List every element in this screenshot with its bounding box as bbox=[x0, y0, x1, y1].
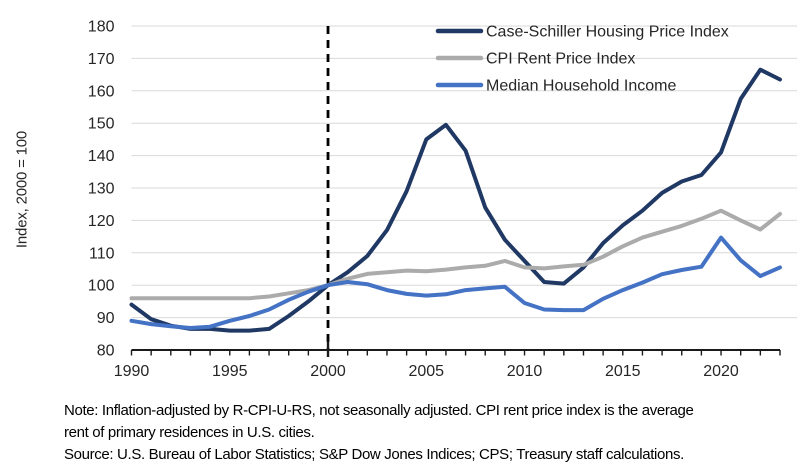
x-tick-label: 2020 bbox=[703, 363, 739, 380]
y-tick-label: 150 bbox=[88, 116, 115, 133]
y-tick-label: 170 bbox=[88, 51, 115, 68]
x-axis bbox=[130, 341, 781, 357]
x-tick-label: 1995 bbox=[212, 363, 248, 380]
y-axis-title: Index, 2000 = 100 bbox=[13, 130, 31, 249]
series-line-2 bbox=[129, 208, 782, 301]
x-tick-label: 1990 bbox=[114, 363, 150, 380]
legend-item: Case-Schiller Housing Price Index bbox=[435, 24, 729, 41]
y-tick-label: 100 bbox=[88, 278, 115, 295]
legend: Case-Schiller Housing Price Index CPI Ren… bbox=[435, 24, 729, 95]
series-line-1 bbox=[129, 67, 782, 333]
chart-canvas: 1990 1995 2000 2005 2010 2015 2020 80 90 100 110 12… bbox=[88, 19, 797, 380]
legend-item: Median Household Income bbox=[435, 78, 676, 95]
x-tick-label: 2005 bbox=[408, 363, 444, 380]
y-tick-label: 180 bbox=[88, 19, 115, 36]
y-tick-labels: 80 90 100 110 120 130 140 150 160 170 180 bbox=[88, 19, 115, 360]
series-line-3 bbox=[129, 235, 782, 330]
y-tick-label: 110 bbox=[89, 245, 115, 262]
legend-label: CPI Rent Price Index bbox=[486, 51, 635, 68]
note-line-3: Source: U.S. Bureau of Labor Statistics;… bbox=[64, 446, 684, 463]
legend-label: Median Household Income bbox=[486, 78, 676, 95]
note-line-2: rent of primary residences in U.S. citie… bbox=[64, 424, 315, 441]
y-tick-label: 140 bbox=[88, 148, 115, 165]
x-tick-label: 2015 bbox=[605, 363, 641, 380]
note-line-1: Note: Inflation-adjusted by R-CPI-U-RS, … bbox=[64, 402, 694, 419]
x-tick-label: 2000 bbox=[310, 363, 346, 380]
y-tick-label: 80 bbox=[97, 343, 115, 360]
chart-notes: Note: Inflation-adjusted by R-CPI-U-RS, … bbox=[64, 400, 784, 466]
legend-label: Case-Schiller Housing Price Index bbox=[486, 24, 729, 41]
x-tick-labels: 1990 1995 2000 2005 2010 2015 2020 bbox=[114, 363, 739, 380]
y-tick-label: 160 bbox=[88, 83, 115, 100]
gridlines bbox=[131, 25, 797, 319]
y-tick-label: 120 bbox=[88, 213, 115, 230]
legend-item: CPI Rent Price Index bbox=[435, 51, 635, 68]
y-tick-label: 90 bbox=[97, 310, 115, 327]
y-tick-label: 130 bbox=[88, 181, 115, 198]
x-tick-label: 2010 bbox=[507, 363, 543, 380]
